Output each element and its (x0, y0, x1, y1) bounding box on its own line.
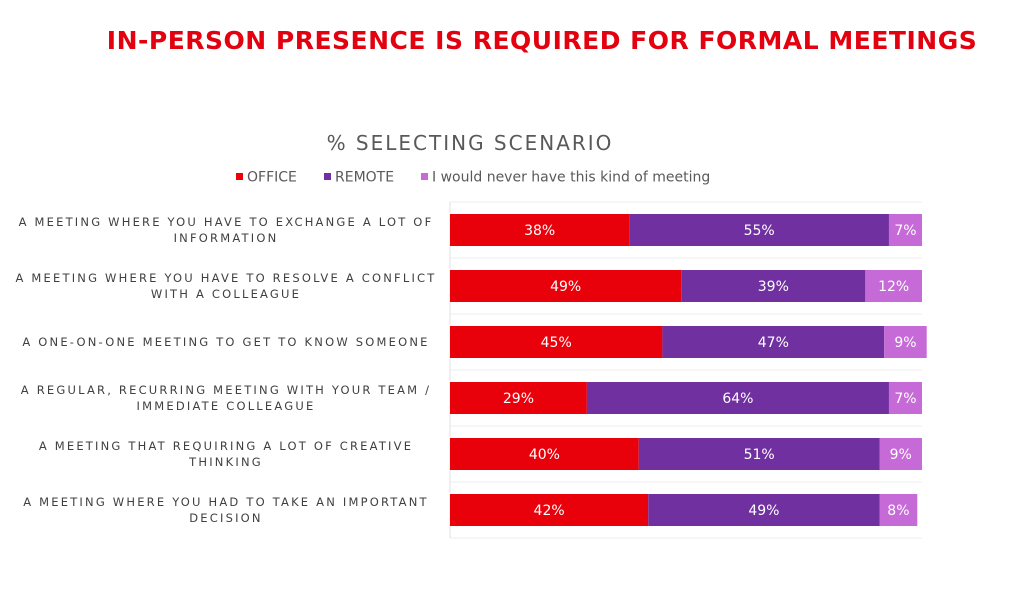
chart-subtitle: % SELECTING SCENARIO (326, 131, 614, 155)
bar-segment (450, 214, 630, 246)
bar-segment (884, 326, 927, 358)
legend-swatch (236, 173, 243, 180)
category-label: A MEETING THAT REQUIRING A LOT OF CREATI… (38, 439, 414, 469)
bar-segment (629, 214, 889, 246)
bar-segment (888, 214, 922, 246)
data-label: 9% (894, 335, 916, 351)
data-label: 40% (529, 447, 560, 463)
bar-segment (450, 494, 649, 526)
bar-segment (879, 438, 922, 470)
bar-segment (681, 270, 866, 302)
category-label: A MEETING WHERE YOU HAD TO TAKE AN IMPOR… (23, 495, 429, 525)
bar-segment (879, 494, 918, 526)
bar-segment (865, 270, 922, 302)
bar-segment (450, 438, 639, 470)
category-label: A MEETING WHERE YOU HAVE TO EXCHANGE A L… (18, 215, 434, 245)
data-label: 64% (722, 391, 753, 407)
data-label: 12% (878, 279, 909, 295)
data-label: 9% (890, 447, 912, 463)
legend-swatch (421, 173, 428, 180)
data-label: 39% (758, 279, 789, 295)
bar-segment (648, 494, 880, 526)
data-label: 7% (894, 391, 916, 407)
data-label: 42% (534, 503, 565, 519)
bar-segment (450, 382, 587, 414)
data-label: 38% (524, 223, 555, 239)
data-label: 45% (541, 335, 572, 351)
bar-segment (450, 270, 682, 302)
data-label: 7% (894, 223, 916, 239)
bar-segment (662, 326, 885, 358)
data-label: 47% (758, 335, 789, 351)
legend-label: REMOTE (335, 170, 394, 186)
data-label: 49% (748, 503, 779, 519)
bar-segment (586, 382, 889, 414)
category-label: A ONE-ON-ONE MEETING TO GET TO KNOW SOME… (22, 335, 430, 349)
legend-label: OFFICE (247, 170, 297, 186)
bar-segment (888, 382, 922, 414)
data-label: 29% (503, 391, 534, 407)
data-label: 49% (550, 279, 581, 295)
legend-label: I would never have this kind of meeting (432, 170, 710, 186)
data-label: 8% (887, 503, 909, 519)
data-label: 51% (744, 447, 775, 463)
legend-swatch (324, 173, 331, 180)
bar-segment (638, 438, 880, 470)
data-label: 55% (744, 223, 775, 239)
category-label: A MEETING WHERE YOU HAVE TO RESOLVE A CO… (15, 271, 437, 301)
bar-segment (450, 326, 663, 358)
category-label: A REGULAR, RECURRING MEETING WITH YOUR T… (20, 383, 432, 413)
chart-title: IN-PERSON PRESENCE IS REQUIRED FOR FORMA… (106, 26, 978, 55)
